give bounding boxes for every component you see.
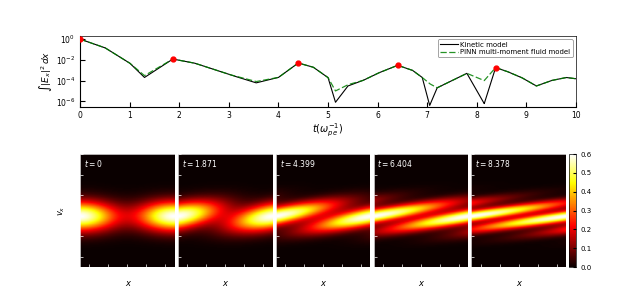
X-axis label: x: x xyxy=(419,279,424,288)
X-axis label: $t(\omega_{pe}^{-1})$: $t(\omega_{pe}^{-1})$ xyxy=(312,122,344,139)
Line: Kinetic model: Kinetic model xyxy=(80,39,576,105)
Kinetic model xyxy=(266,78,273,81)
Kinetic model xyxy=(166,59,174,63)
Kinetic model xyxy=(399,65,406,69)
X-axis label: x: x xyxy=(125,279,130,288)
Text: $t = 6.404$: $t = 6.404$ xyxy=(378,158,413,169)
X-axis label: x: x xyxy=(223,279,228,288)
Kinetic model xyxy=(484,90,492,94)
PINN multi-moment fluid model xyxy=(76,37,84,41)
X-axis label: x: x xyxy=(321,279,326,288)
PINN multi-moment fluid model xyxy=(332,89,339,93)
Text: $t = 1.871$: $t = 1.871$ xyxy=(182,158,217,169)
PINN multi-moment fluid model xyxy=(399,65,406,69)
Text: $t = 4.399$: $t = 4.399$ xyxy=(280,158,316,169)
Kinetic model xyxy=(76,37,84,41)
Kinetic model xyxy=(374,72,381,75)
PINN multi-moment fluid model xyxy=(166,59,174,62)
PINN multi-moment fluid model xyxy=(484,75,492,78)
Kinetic model xyxy=(572,77,580,81)
Y-axis label: $v_x$: $v_x$ xyxy=(56,205,67,216)
Legend: Kinetic model, PINN multi-moment fluid model: Kinetic model, PINN multi-moment fluid m… xyxy=(438,40,573,57)
Line: PINN multi-moment fluid model: PINN multi-moment fluid model xyxy=(80,39,576,91)
PINN multi-moment fluid model xyxy=(266,77,273,81)
PINN multi-moment fluid model xyxy=(446,80,454,83)
Text: $t = 0$: $t = 0$ xyxy=(84,158,102,169)
PINN multi-moment fluid model xyxy=(374,72,381,75)
Text: $t = 8.378$: $t = 8.378$ xyxy=(476,158,511,169)
X-axis label: x: x xyxy=(516,279,522,288)
Y-axis label: $\int|E_x|^2\,dx$: $\int|E_x|^2\,dx$ xyxy=(38,51,54,92)
Kinetic model xyxy=(446,80,454,83)
PINN multi-moment fluid model xyxy=(572,77,580,81)
Kinetic model xyxy=(426,103,433,107)
